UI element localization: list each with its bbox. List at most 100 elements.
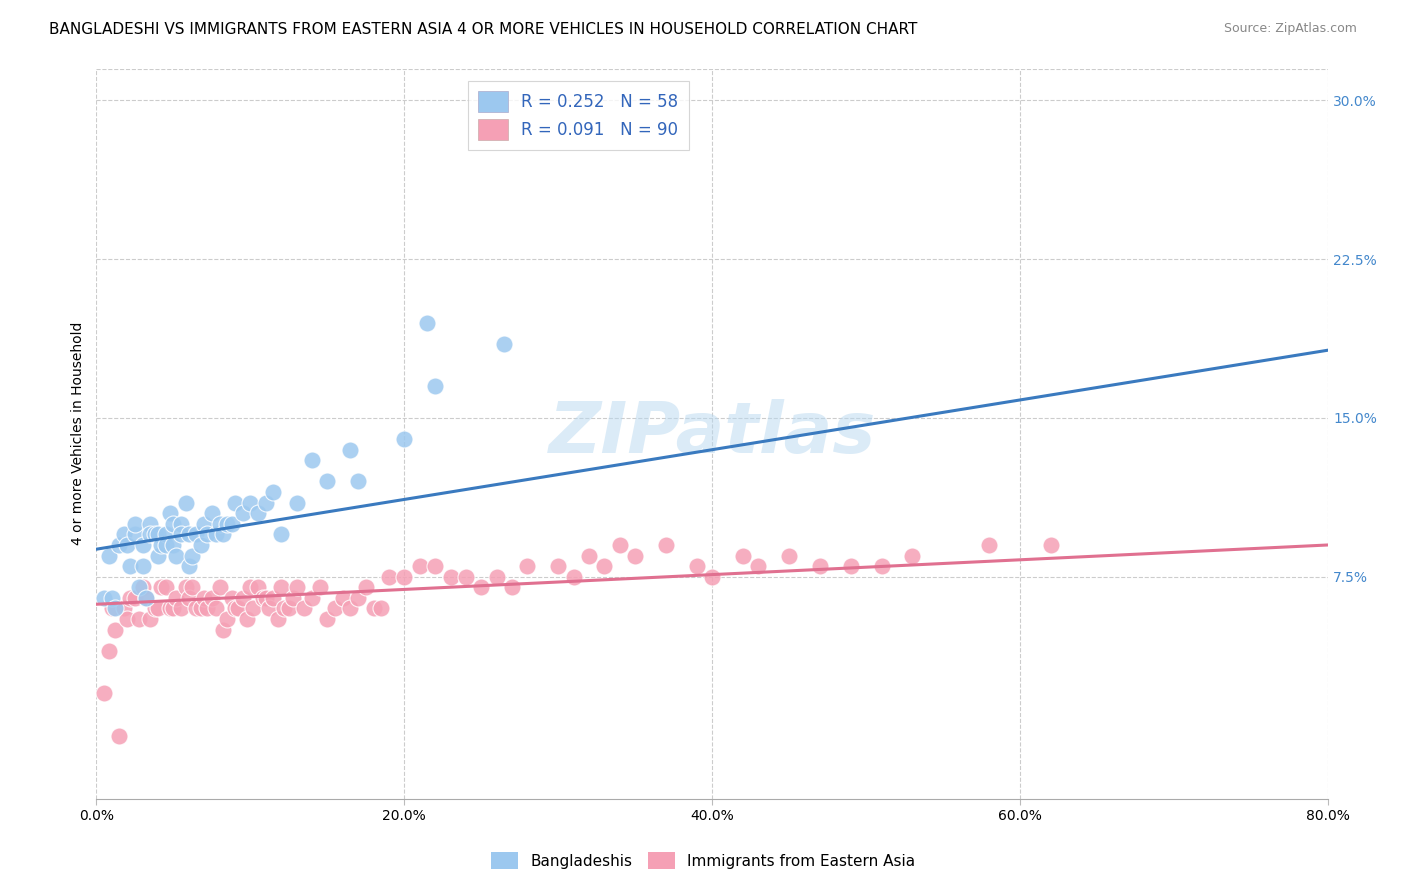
Point (128, 580, 150, 594)
Point (339, 601, 361, 615)
Text: BANGLADESHI VS IMMIGRANTS FROM EASTERN ASIA 4 OR MORE VEHICLES IN HOUSEHOLD CORR: BANGLADESHI VS IMMIGRANTS FROM EASTERN A… (49, 22, 918, 37)
Point (177, 559, 200, 574)
Point (901, 549, 924, 563)
Point (454, 570, 477, 584)
Point (702, 570, 724, 584)
Point (232, 591, 254, 605)
Point (224, 601, 246, 615)
Point (257, 601, 280, 615)
Point (104, 623, 127, 637)
Point (239, 495, 262, 509)
Point (108, 538, 131, 552)
Point (494, 336, 516, 351)
Point (146, 549, 169, 563)
Point (270, 580, 292, 594)
Point (217, 516, 239, 531)
Point (162, 516, 184, 531)
Point (180, 580, 202, 594)
Point (155, 527, 177, 541)
Point (247, 506, 270, 520)
Point (195, 601, 218, 615)
Point (332, 591, 354, 605)
Point (112, 527, 135, 541)
Point (247, 580, 270, 594)
Point (170, 601, 193, 615)
Point (485, 570, 508, 584)
Point (120, 559, 142, 574)
Point (416, 316, 439, 330)
Point (174, 580, 197, 594)
Legend: Bangladeshis, Immigrants from Eastern Asia: Bangladeshis, Immigrants from Eastern As… (485, 846, 921, 875)
Point (562, 570, 585, 584)
Point (193, 516, 215, 531)
Point (217, 612, 239, 626)
Point (174, 495, 197, 509)
Point (283, 591, 305, 605)
Point (93, 591, 115, 605)
Point (354, 580, 377, 594)
Point (232, 506, 254, 520)
Point (124, 527, 146, 541)
Point (135, 591, 157, 605)
Point (165, 591, 187, 605)
Point (100, 591, 122, 605)
Point (208, 580, 231, 594)
Point (1040, 538, 1063, 552)
Point (208, 516, 231, 531)
Point (516, 559, 538, 574)
Point (131, 538, 153, 552)
Point (270, 527, 292, 541)
Point (93, 686, 115, 700)
Point (193, 591, 215, 605)
Point (150, 580, 173, 594)
Point (108, 729, 131, 743)
Point (97, 644, 120, 658)
Point (211, 623, 233, 637)
Point (501, 580, 523, 594)
Point (201, 506, 224, 520)
Point (170, 527, 193, 541)
Point (139, 612, 162, 626)
Point (224, 495, 246, 509)
Point (120, 591, 142, 605)
Point (180, 549, 202, 563)
Point (131, 580, 153, 594)
Point (301, 453, 323, 467)
Point (100, 601, 122, 615)
Point (254, 591, 277, 605)
Point (155, 580, 177, 594)
Point (808, 559, 831, 574)
Point (267, 612, 290, 626)
Point (139, 516, 162, 531)
Point (112, 601, 135, 615)
Point (262, 485, 284, 500)
Point (547, 559, 569, 574)
Point (162, 538, 184, 552)
Point (143, 601, 166, 615)
Point (273, 601, 295, 615)
Point (177, 591, 200, 605)
Point (277, 601, 299, 615)
Point (242, 601, 264, 615)
Point (363, 601, 385, 615)
Point (578, 549, 600, 563)
Point (239, 580, 262, 594)
Point (870, 559, 893, 574)
Point (97, 549, 120, 563)
Text: Source: ZipAtlas.com: Source: ZipAtlas.com (1223, 22, 1357, 36)
Point (195, 527, 218, 541)
Legend: R = 0.252   N = 58, R = 0.091   N = 90: R = 0.252 N = 58, R = 0.091 N = 90 (468, 80, 689, 150)
Point (159, 506, 181, 520)
Point (186, 601, 208, 615)
Point (165, 549, 187, 563)
Point (347, 591, 370, 605)
Point (162, 601, 184, 615)
Point (423, 379, 446, 393)
Point (593, 559, 616, 574)
Point (394, 432, 416, 446)
Point (262, 591, 284, 605)
Point (155, 538, 177, 552)
Point (139, 527, 162, 541)
Point (316, 475, 339, 489)
Point (221, 516, 243, 531)
